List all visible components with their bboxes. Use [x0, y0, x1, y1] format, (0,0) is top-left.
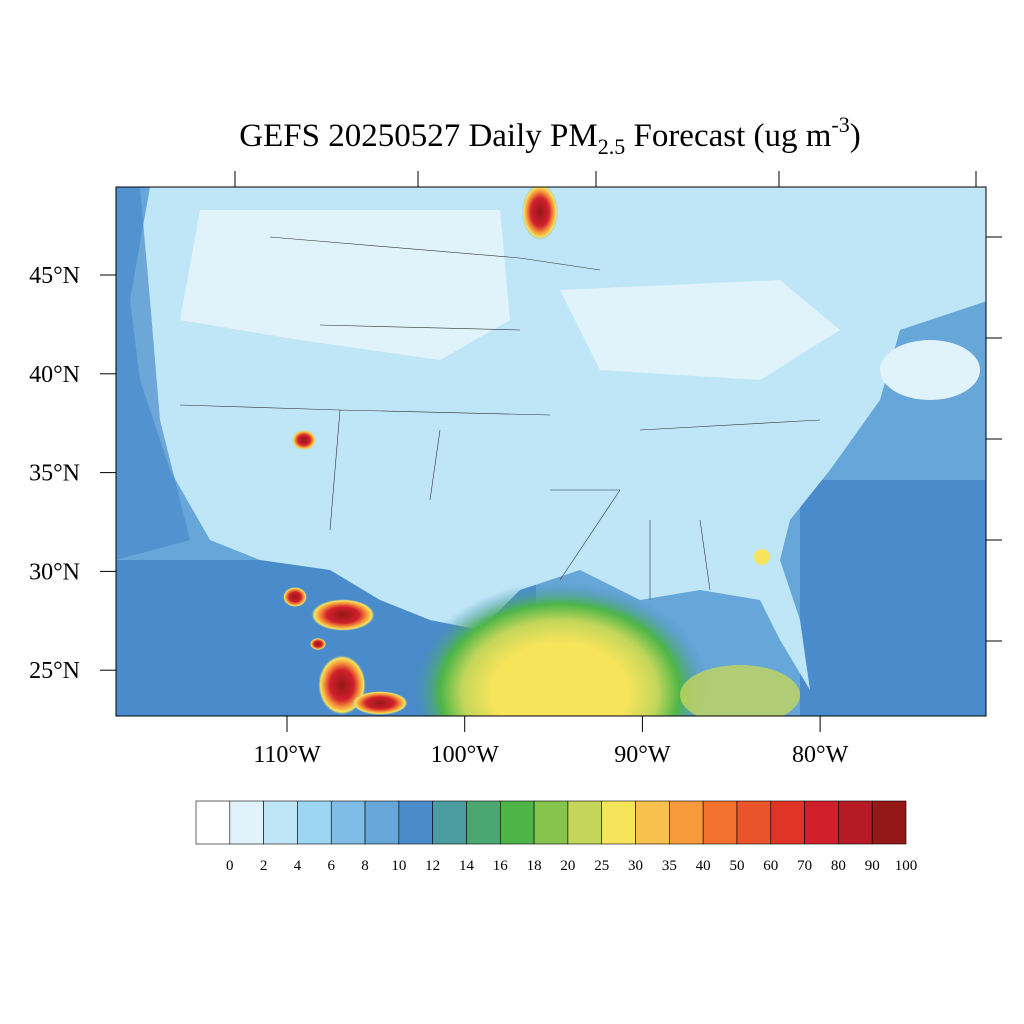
colorbar-box	[838, 800, 873, 845]
colorbar-box	[297, 800, 332, 845]
colorbar-box	[195, 800, 231, 845]
colorbar-box	[635, 800, 670, 845]
colorbar-box	[499, 800, 535, 845]
ticks	[234, 171, 1002, 642]
colorbar-label: 18	[527, 858, 542, 874]
colorbar-label: 14	[459, 858, 475, 874]
lon-label: 110°W	[253, 742, 321, 768]
colorbar-label: 8	[361, 858, 369, 874]
colorbar-label: 30	[628, 858, 643, 874]
smoke-hotspot	[352, 691, 408, 715]
lon-label: 100°W	[431, 742, 500, 768]
colorbar-box	[702, 800, 738, 845]
colorbar-box	[364, 800, 400, 845]
smoke-hotspot	[292, 430, 316, 450]
colorbar-label: 10	[391, 858, 406, 874]
colorbar-label: 16	[493, 858, 509, 874]
title-end: )	[850, 118, 861, 154]
colorbar-label: 90	[865, 858, 880, 874]
colorbar: 0 2 4 6 8 10 12 14 16 18 20 25 30 35 40 50 60 70 80 90 100	[195, 800, 918, 874]
colorbar-box	[263, 800, 298, 845]
colorbar-label: 40	[696, 858, 711, 874]
colorbar-label: 70	[797, 858, 812, 874]
smoke-hotspot	[522, 187, 558, 240]
lat-label: 25°N	[29, 658, 80, 684]
colorbar-box	[533, 800, 569, 845]
axis-labels: 45°N 40°N 35°N 30°N 25°N 110°W 100°W 90°W 80°W	[29, 263, 849, 768]
gulf-plume	[680, 665, 800, 716]
colorbar-box	[770, 800, 805, 845]
title: GEFS 20250527 Daily PM2.5 Forecast (ug m…	[239, 112, 861, 159]
title-sub: 2.5	[598, 134, 626, 159]
title-sup: -3	[831, 112, 849, 137]
colorbar-box	[871, 800, 907, 845]
state-borders	[179, 236, 821, 600]
colorbar-box	[736, 800, 772, 845]
colorbar-box	[601, 800, 636, 845]
colorbar-box	[804, 800, 839, 845]
colorbar-label: 12	[425, 858, 440, 874]
colorbar-box	[466, 800, 501, 845]
colorbar-label: 0	[226, 858, 234, 874]
colorbar-label: 25	[594, 858, 609, 874]
colorbar-box	[398, 800, 433, 845]
clean-region	[560, 280, 840, 380]
colorbar-box	[330, 800, 366, 845]
colorbar-box	[669, 800, 704, 845]
title-main: GEFS 20250527 Daily PM	[239, 118, 597, 154]
colorbar-label: 2	[260, 858, 268, 874]
colorbar-label: 100	[895, 858, 918, 874]
colorbar-label: 80	[831, 858, 846, 874]
map-field	[116, 187, 986, 716]
colorbar-label: 35	[662, 858, 677, 874]
colorbar-box	[567, 800, 603, 845]
lon-label: 90°W	[614, 742, 671, 768]
lon-label: 80°W	[792, 742, 849, 768]
colorbar-label: 50	[729, 858, 744, 874]
lat-label: 45°N	[29, 263, 80, 289]
title-middle: Forecast (ug m	[625, 118, 832, 154]
colorbar-label: 20	[560, 858, 575, 874]
lat-label: 35°N	[29, 461, 80, 487]
colorbar-label: 6	[327, 858, 335, 874]
lat-label: 40°N	[29, 362, 80, 388]
lat-label: 30°N	[29, 559, 80, 585]
smoke-hotspot	[754, 549, 770, 565]
gulf-plume	[410, 560, 710, 716]
atlantic	[800, 480, 986, 716]
colorbar-label: 4	[294, 858, 302, 874]
clean-region	[180, 210, 510, 360]
coastal-band	[116, 187, 190, 560]
smoke-hotspot	[310, 638, 326, 650]
map-frame	[115, 186, 987, 717]
colorbar-box	[229, 800, 264, 845]
colorbar-box	[432, 800, 467, 845]
clean-region	[880, 340, 980, 400]
smoke-hotspot	[311, 599, 375, 631]
smoke-hotspot	[283, 587, 307, 607]
colorbar-label: 60	[763, 858, 778, 874]
